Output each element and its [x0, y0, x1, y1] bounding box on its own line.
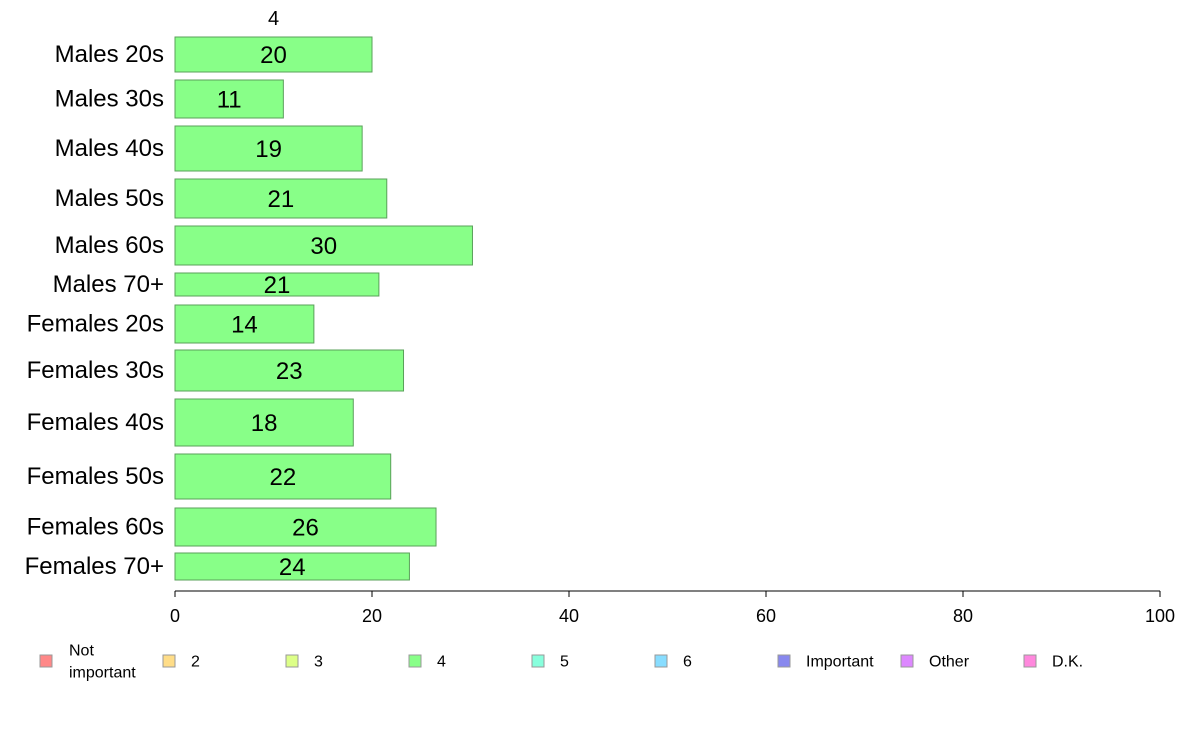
bar	[174, 178, 388, 219]
x-tick-label: 80	[953, 606, 973, 626]
bar	[174, 453, 392, 500]
category-label: Males 50s	[55, 185, 164, 212]
x-tick-label: 100	[1145, 606, 1175, 626]
legend-swatch	[1023, 654, 1037, 668]
bar-value-label: 21	[268, 186, 295, 213]
x-tick-label: 0	[170, 606, 180, 626]
category-label: Females 60s	[27, 514, 164, 541]
bar	[174, 552, 410, 581]
bar	[174, 272, 380, 297]
legend-entry: D.K.	[1023, 654, 1083, 671]
legend-label: important	[69, 665, 136, 682]
category-label: Males 70+	[53, 271, 164, 298]
x-axis: 0 20 40 60 80 100	[170, 590, 1175, 626]
category-label: Females 70+	[25, 553, 164, 580]
legend-label: Other	[929, 654, 970, 671]
legend-label: D.K.	[1052, 654, 1083, 671]
legend-label: 3	[314, 654, 323, 671]
x-tick-label: 60	[756, 606, 776, 626]
category-label: Males 20s	[55, 41, 164, 68]
bar-value-label: 20	[260, 42, 287, 69]
legend-label: 6	[683, 654, 692, 671]
x-tick-label: 20	[362, 606, 382, 626]
bar-value-label: 26	[292, 515, 319, 542]
bar	[174, 349, 405, 392]
legend-swatch	[654, 654, 668, 668]
bar	[174, 304, 315, 344]
bar-value-label: 14	[231, 312, 258, 339]
legend-label: Important	[806, 654, 874, 671]
category-label: Females 20s	[27, 311, 164, 338]
bar	[174, 79, 284, 119]
legend-entry: 5	[531, 654, 569, 671]
legend-swatch	[408, 654, 422, 668]
legend-label: Not	[69, 643, 94, 660]
category-label: Males 30s	[55, 86, 164, 113]
legend-swatch	[285, 654, 299, 668]
legend-entry: Other	[900, 654, 970, 671]
legend: Not important 2 3 4 5 6 Important Other D.K.	[39, 643, 1083, 682]
legend-entry: 3	[285, 654, 323, 671]
category-label: Males 40s	[55, 135, 164, 162]
bar	[174, 507, 437, 547]
legend-swatch	[162, 654, 176, 668]
bar	[174, 225, 473, 266]
bar	[174, 398, 354, 447]
category-labels: Males 20s Males 30s Males 40s Males 50s Male…	[25, 41, 164, 580]
legend-label: 5	[560, 654, 569, 671]
legend-entry: 4	[408, 654, 446, 671]
legend-swatch	[39, 654, 53, 668]
category-label: Females 30s	[27, 357, 164, 384]
bar-value-label: 22	[270, 464, 297, 491]
legend-label: 2	[191, 654, 200, 671]
bar-value-label: 21	[264, 272, 291, 299]
legend-entry: 2	[162, 654, 200, 671]
bar-value-label: 23	[276, 358, 303, 385]
legend-entry: Important	[777, 654, 874, 671]
legend-entry: Not important	[39, 643, 136, 682]
legend-swatch	[531, 654, 545, 668]
category-label: Males 60s	[55, 232, 164, 259]
bar-value-label: 11	[217, 87, 242, 114]
legend-label: 4	[437, 654, 446, 671]
category-label: Females 40s	[27, 409, 164, 436]
bar-value-label: 24	[279, 554, 306, 581]
x-tick-label: 40	[559, 606, 579, 626]
bar-value-label: 19	[255, 136, 282, 163]
series-header-label: 4	[268, 8, 279, 30]
bar	[174, 125, 363, 172]
bar-value-label: 30	[310, 233, 337, 260]
bar-value-label: 18	[251, 410, 278, 437]
category-label: Females 50s	[27, 463, 164, 490]
legend-swatch	[777, 654, 791, 668]
legend-entry: 6	[654, 654, 692, 671]
bar	[174, 36, 373, 73]
legend-swatch	[900, 654, 914, 668]
